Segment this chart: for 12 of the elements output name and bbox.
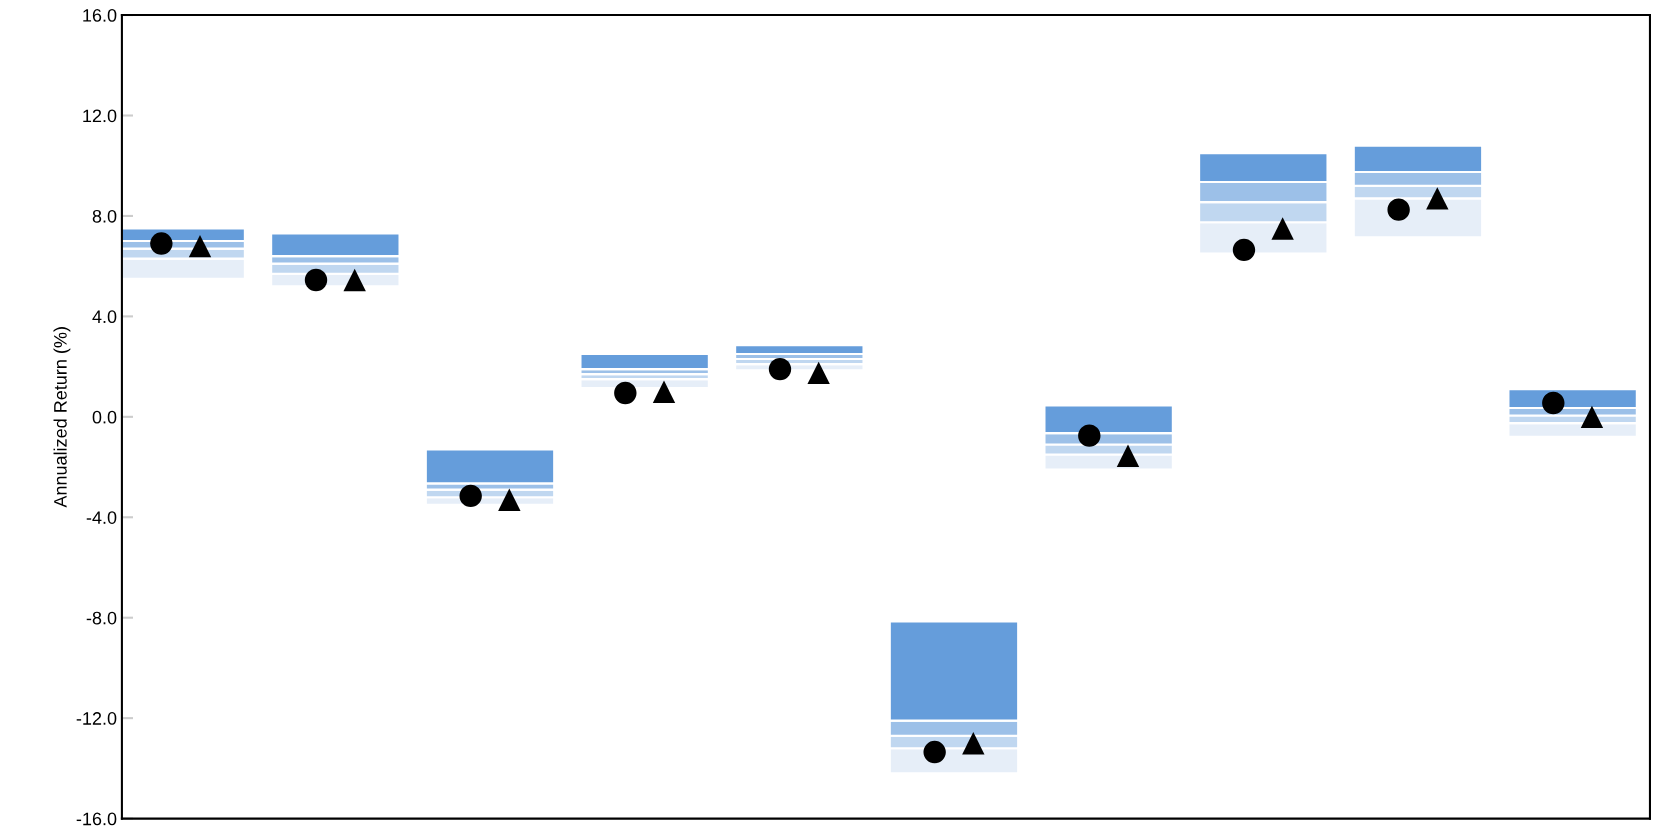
y-tick-label: -12.0 bbox=[76, 712, 117, 725]
y-axis-title: Annualized Return (%) bbox=[53, 327, 71, 508]
y-tick-label: 12.0 bbox=[83, 109, 117, 123]
bar bbox=[579, 353, 710, 371]
y-tick-label: 4.0 bbox=[92, 310, 117, 324]
y-tick-label: -16.0 bbox=[76, 812, 117, 826]
bar bbox=[734, 344, 865, 356]
y-tick-label: -4.0 bbox=[86, 511, 117, 524]
y-tick-label: -8.0 bbox=[86, 611, 117, 625]
y-tick-label: 0.0 bbox=[92, 410, 117, 424]
y-tick-label: 8.0 bbox=[92, 209, 117, 223]
y-tick-label: 16.0 bbox=[83, 9, 117, 22]
